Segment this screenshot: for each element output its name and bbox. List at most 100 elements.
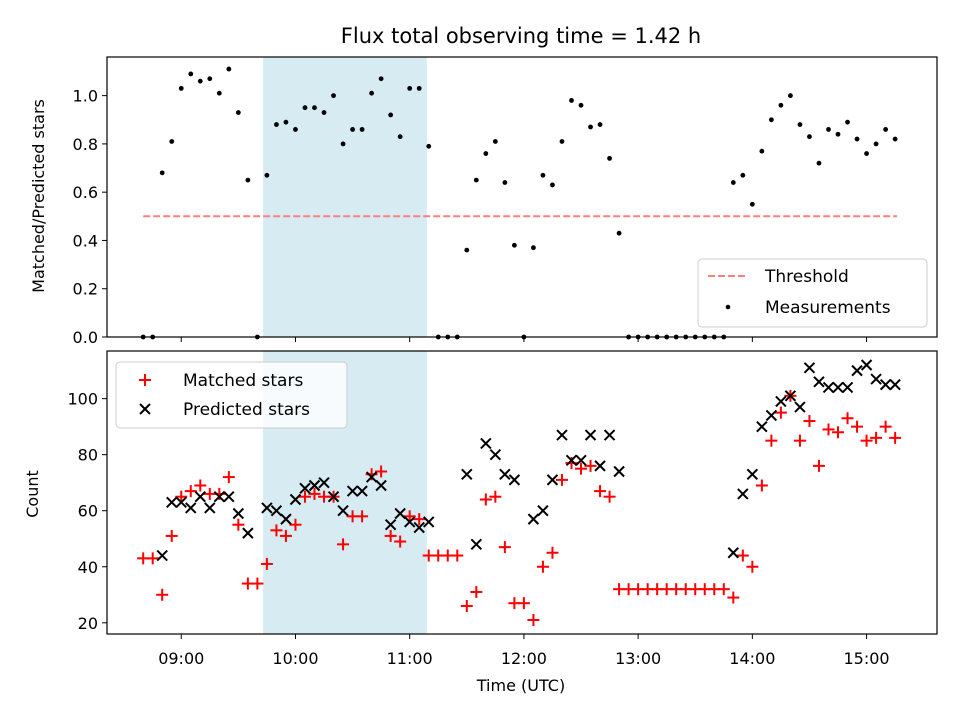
top-ytick-label: 0.2 [73,280,98,299]
legend-matched-swatch [139,374,151,386]
bottom-legend-box [115,361,348,429]
matched-star-point [251,577,264,590]
measurement-point [188,71,194,77]
predicted-star-point [461,468,473,480]
matched-star-point [546,546,559,559]
legend-predicted-label: Predicted stars [183,400,310,420]
measurement-point [616,230,622,236]
matched-star-point [222,471,235,484]
matched-star-point [489,490,502,503]
measurement-point [331,93,336,99]
predicted-star-point [261,502,273,514]
measurement-point [835,131,841,137]
measurement-point [883,127,889,132]
matched-star-point [832,426,845,439]
predicted-star-point [194,490,206,503]
predicted-star-point [204,502,216,514]
measurement-point [483,151,489,156]
measurement-point [854,136,860,142]
measurement-point [797,122,803,127]
matched-star-point [727,591,740,604]
measurement-point [569,98,574,103]
matched-star-point [793,434,806,447]
predicted-star-point [775,395,787,408]
predicted-star-point [175,496,187,509]
measurement-point [873,141,879,147]
predicted-star-point [327,490,340,503]
matched-star-point [860,434,873,447]
predicted-star-point [166,496,178,509]
predicted-star-point [584,429,597,441]
matched-star-point [851,420,864,433]
measurement-point [369,90,375,96]
measurement-point [816,160,822,166]
measurement-point [511,242,517,248]
matched-star-point [184,485,197,498]
measurement-point [788,93,793,99]
legend-threshold-label: Threshold [764,267,849,287]
measurement-point [559,139,565,144]
predicted-star-point [499,468,511,480]
top-axes: 0.0 0.2 0.4 0.6 0.8 1.0 [73,87,868,347]
predicted-star-point [565,454,578,466]
predicted-star-point [746,468,759,480]
bottom-xtick-label: 09:00 [158,649,204,668]
matched-star-point [308,487,321,500]
predicted-star-point [860,359,873,371]
measurement-point [416,85,422,91]
measurement-point [340,141,346,147]
matched-star-point [717,583,730,596]
measurement-point [274,122,279,127]
predicted-star-point [403,516,416,528]
bottom-ytick-label: 20 [78,614,98,633]
top-ytick-label: 0.8 [73,135,98,154]
measurement-point [607,155,612,161]
measurement-point [492,139,498,144]
measurement-point [550,182,555,188]
measurement-point [226,66,232,72]
matched-star-point [879,420,892,433]
predicted-star-point [784,390,797,402]
predicted-star-point [299,482,311,495]
predicted-star-point [575,454,587,466]
predicted-star-point [318,476,330,489]
measurement-point [768,117,774,123]
predicted-star-point [213,490,226,503]
top-ytick-label: 0.4 [73,231,98,250]
bottom-xtick-label: 12:00 [501,649,547,668]
predicted-star-point [365,471,378,483]
measurement-point [283,119,289,125]
predicted-star-point [794,401,806,413]
matched-star-point [746,560,759,573]
measurement-point [502,180,508,185]
matched-star-point [279,529,292,542]
top-y-axis-label: Matched/Predicted stars [29,99,48,293]
measurement-point [426,143,432,149]
bottom-ytick-label: 40 [78,558,98,577]
matched-star-point [289,518,302,531]
measurement-point [588,124,593,130]
predicted-star-point [889,378,901,391]
predicted-star-point [841,381,854,394]
matched-star-point [536,560,549,573]
top-ytick-label: 0.0 [73,328,98,347]
matched-star-point [175,490,188,503]
predicted-star-point [242,527,254,539]
matched-star-point [575,462,588,475]
bottom-axes: 20 40 60 80 100 09:00 10:00 11:00 12:00 13:00 14:0… [67,390,889,668]
predicted-star-point [384,519,397,531]
bottom-ytick-label: 60 [78,502,98,521]
top-plot-frame [106,56,938,338]
predicted-star-point [480,437,492,450]
matched-star-point [337,538,350,551]
matched-star-point [146,552,159,565]
matched-star-point [555,473,568,486]
matched-star-point [755,479,768,492]
predicted-star-point [337,505,349,517]
bottom-xtick-label: 15:00 [844,649,890,668]
predicted-star-point [185,502,197,514]
measurement-point [397,134,403,140]
measurement-point [207,76,213,82]
matched-star-point [298,490,311,503]
measurement-point [350,127,355,132]
